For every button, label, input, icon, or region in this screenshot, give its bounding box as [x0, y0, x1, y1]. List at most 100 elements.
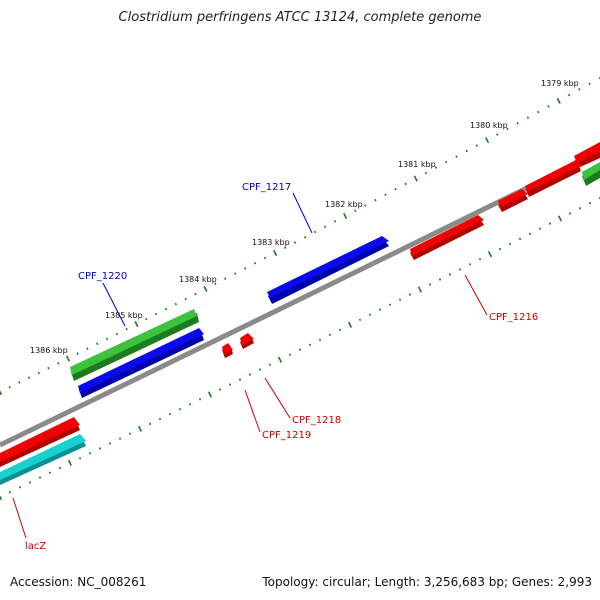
- outer-tick: [164, 307, 168, 311]
- outer-tick: [313, 230, 317, 234]
- inner-tick: [118, 437, 122, 440]
- outer-tick: [404, 182, 407, 186]
- inner-tick: [188, 403, 192, 406]
- outer-tick: [343, 213, 348, 220]
- genome-info-text: Topology: circular; Length: 3,256,683 bp…: [262, 575, 592, 589]
- gene-cpf1217[interactable]: [267, 236, 389, 304]
- inner-tick: [398, 298, 402, 301]
- gene-cpf1219[interactable]: [222, 343, 233, 358]
- kbp-label-1380: 1380 kbp: [470, 121, 508, 130]
- label-cpf1216[interactable]: CPF_1216: [489, 312, 538, 323]
- outer-tick: [556, 97, 561, 104]
- outer-tick: [424, 171, 428, 175]
- inner-tick: [378, 308, 382, 311]
- outer-tick: [203, 285, 208, 292]
- inner-tick: [548, 222, 552, 225]
- inner-tick: [448, 273, 452, 276]
- connector-cpf1220: [102, 282, 126, 327]
- outer-tick: [434, 166, 438, 169]
- inner-tick: [308, 343, 312, 347]
- connector-cpf1218: [264, 377, 291, 419]
- connector-cpf1216: [464, 274, 488, 316]
- connector-lacz: [12, 497, 27, 539]
- outer-tick: [184, 297, 187, 301]
- outer-tick: [374, 198, 377, 202]
- inner-tick: [8, 490, 12, 494]
- inner-tick: [67, 459, 73, 467]
- label-cpf1217[interactable]: CPF_1217: [242, 182, 291, 193]
- inner-tick: [438, 278, 442, 281]
- inner-tick: [58, 466, 62, 470]
- gene-cpf1215-blue[interactable]: [78, 328, 204, 398]
- inner-tick: [318, 338, 322, 342]
- gene-cpf1218[interactable]: [240, 333, 254, 349]
- inner-tick: [458, 268, 462, 271]
- outer-tick: [496, 133, 499, 136]
- label-cpf1219[interactable]: CPF_1219: [262, 430, 311, 441]
- inner-tick: [48, 471, 52, 475]
- outer-tick: [105, 337, 109, 341]
- inner-tick: [258, 368, 262, 371]
- gene-cpf1220[interactable]: [70, 309, 199, 381]
- outer-tick: [145, 317, 148, 321]
- outer-tick: [364, 204, 367, 207]
- gene-right-red-top[interactable]: [574, 142, 600, 168]
- gene-cpf1216[interactable]: [410, 215, 484, 260]
- inner-tick: [128, 432, 132, 435]
- inner-tick: [578, 207, 582, 210]
- inner-tick: [88, 452, 92, 455]
- inner-tick: [358, 318, 362, 322]
- outer-tick: [465, 149, 468, 153]
- outer-tick: [0, 390, 3, 396]
- inner-tick: [528, 232, 532, 236]
- outer-tick: [194, 292, 197, 296]
- inner-tick: [347, 321, 353, 328]
- outer-tick: [18, 381, 21, 384]
- outer-tick: [455, 155, 458, 158]
- outer-tick: [57, 362, 60, 365]
- outer-tick-ring: [0, 76, 600, 396]
- inner-tick: [248, 373, 252, 376]
- inner-tick: [328, 333, 332, 337]
- inner-tick: [178, 407, 182, 411]
- outer-tick: [526, 116, 530, 119]
- outer-tick: [234, 272, 237, 275]
- outer-tick: [413, 175, 418, 182]
- label-cpf1218[interactable]: CPF_1218: [292, 415, 341, 426]
- inner-tick: [238, 378, 242, 381]
- inner-tick: [207, 391, 213, 398]
- outer-tick: [293, 241, 297, 244]
- inner-tick: [428, 283, 432, 286]
- outer-tick: [445, 160, 448, 164]
- label-lacz[interactable]: lacZ: [25, 541, 46, 552]
- outer-tick: [37, 371, 40, 375]
- outer-tick: [224, 277, 227, 280]
- gene-right-green[interactable]: [582, 162, 600, 186]
- gene-red-right[interactable]: [525, 160, 581, 197]
- kbp-label-1385: 1385 kbp: [105, 311, 143, 320]
- gene-lacz[interactable]: [0, 417, 80, 467]
- inner-tick: [417, 286, 423, 293]
- outer-tick: [96, 342, 99, 346]
- inner-tick: [198, 398, 202, 401]
- inner-tick: [538, 227, 542, 230]
- map-title: Clostridium perfringens ATCC 13124, comp…: [118, 10, 482, 25]
- kbp-label-1381: 1381 kbp: [398, 160, 436, 169]
- gene-left-cyan[interactable]: [0, 434, 86, 485]
- outer-tick: [154, 312, 158, 316]
- outer-tick: [86, 347, 89, 350]
- label-cpf1220[interactable]: CPF_1220: [78, 271, 127, 282]
- inner-tick: [158, 417, 162, 421]
- inner-tick: [108, 442, 112, 445]
- inner-tick: [148, 422, 152, 426]
- outer-tick: [475, 144, 479, 147]
- inner-tick: [508, 242, 512, 246]
- inner-tick: [288, 353, 292, 356]
- outer-tick: [8, 386, 11, 389]
- inner-tick: [498, 247, 502, 251]
- outer-tick: [588, 82, 591, 85]
- gene-red-mid[interactable]: [498, 189, 528, 212]
- inner-tick: [277, 356, 283, 363]
- outer-tick: [125, 327, 128, 331]
- inner-tick: [408, 293, 412, 296]
